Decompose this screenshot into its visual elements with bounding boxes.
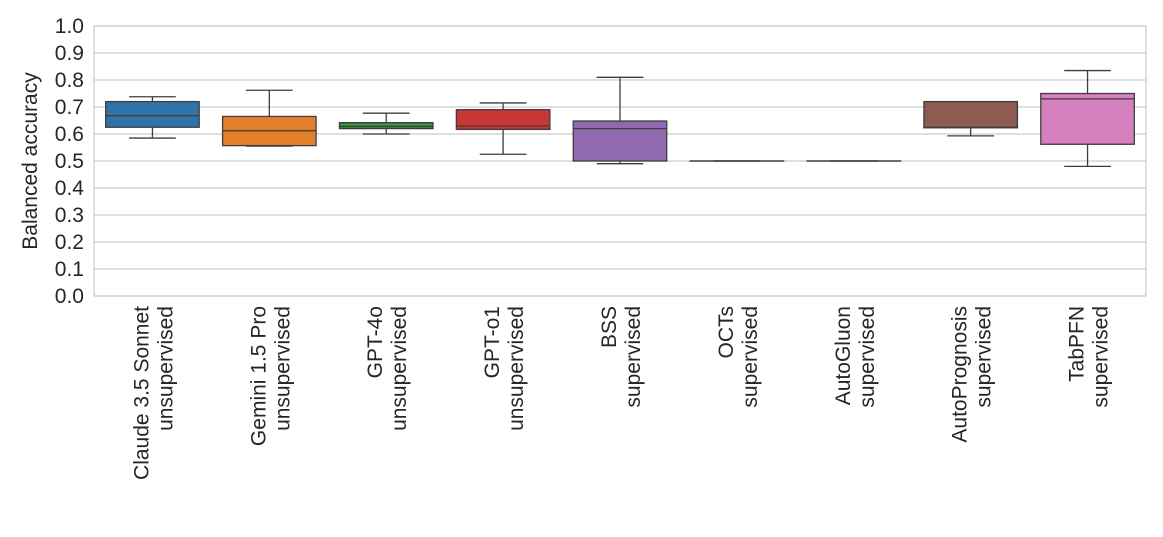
- y-axis-ticks: 0.0 0.1 0.2 0.3 0.4 0.5 0.6 0.7 0.8 0.9 1.0: [55, 15, 85, 308]
- x-tick-label-group: OCTs supervised: [715, 306, 762, 408]
- plot-area-frame: [93, 25, 1147, 297]
- box-3: [455, 102, 551, 155]
- x-tick-label-line2: supervised: [973, 306, 996, 408]
- x-tick-label-line2: unsupervised: [154, 306, 177, 431]
- y-axis-title: Balanced accuracy: [19, 72, 42, 250]
- box-8: [1040, 69, 1135, 168]
- x-tick-label-line1: GPT-4o: [364, 306, 387, 378]
- y-tick-label: 0.5: [55, 150, 84, 173]
- y-tick-label: 0.3: [55, 204, 84, 227]
- box-iqr: [923, 100, 1019, 129]
- y-tick-label: 0.8: [55, 69, 84, 92]
- y-tick-label: 0.1: [55, 258, 84, 281]
- box-7: [923, 100, 1019, 137]
- y-tick-label: 1.0: [55, 15, 84, 38]
- box-iqr: [338, 122, 434, 130]
- x-tick-label-group: AutoGluon supervised: [832, 306, 879, 408]
- x-tick-label-line1: AutoGluon: [832, 306, 855, 405]
- y-tick-label: 0.4: [55, 177, 85, 200]
- x-tick-label-line2: unsupervised: [388, 306, 411, 431]
- x-tick-label-group: GPT-4o unsupervised: [364, 306, 411, 431]
- box-series: [105, 69, 1135, 168]
- x-tick-label-line2: supervised: [622, 306, 645, 408]
- x-tick-label-group: GPT-o1 unsupervised: [481, 306, 528, 431]
- box-iqr: [105, 100, 200, 128]
- x-tick-label-line2: unsupervised: [505, 306, 528, 431]
- y-tick-label: 0.7: [55, 96, 84, 119]
- box-0: [105, 96, 200, 139]
- y-tick-label: 0.0: [55, 285, 84, 308]
- x-tick-label-group: Gemini 1.5 Pro unsupervised: [247, 306, 294, 446]
- box-1: [221, 89, 317, 147]
- y-tick-label: 0.2: [55, 231, 84, 254]
- y-tick-label: 0.9: [55, 42, 84, 65]
- x-tick-label-line2: supervised: [856, 306, 879, 408]
- x-tick-label-line1: AutoPrognosis: [949, 306, 972, 443]
- x-tick-label-line1: TabPFN: [1066, 306, 1089, 382]
- x-tick-label-group: TabPFN supervised: [1066, 306, 1113, 408]
- x-tick-label-line1: BSS: [598, 306, 621, 348]
- x-tick-label-group: AutoPrognosis supervised: [949, 306, 996, 443]
- box-iqr: [572, 120, 668, 162]
- x-tick-label-line2: supervised: [739, 306, 762, 408]
- box-iqr: [455, 109, 551, 131]
- x-tick-label-line1: GPT-o1: [481, 306, 504, 378]
- box-4: [572, 76, 668, 165]
- x-tick-label-line1: Claude 3.5 Sonnet: [130, 306, 153, 480]
- y-tick-label: 0.6: [55, 123, 84, 146]
- box-2: [338, 112, 434, 135]
- x-tick-label-line2: unsupervised: [271, 306, 294, 431]
- x-tick-label-group: BSS supervised: [598, 306, 645, 408]
- x-tick-label-group: Claude 3.5 Sonnet unsupervised: [130, 306, 177, 480]
- x-axis-labels: Claude 3.5 Sonnet unsupervised Gemini 1.5 …: [130, 306, 1112, 480]
- x-tick-label-line2: supervised: [1090, 306, 1113, 408]
- box-iqr: [1040, 92, 1135, 145]
- x-tick-label-line1: Gemini 1.5 Pro: [247, 306, 270, 446]
- x-tick-label-line1: OCTs: [715, 306, 738, 359]
